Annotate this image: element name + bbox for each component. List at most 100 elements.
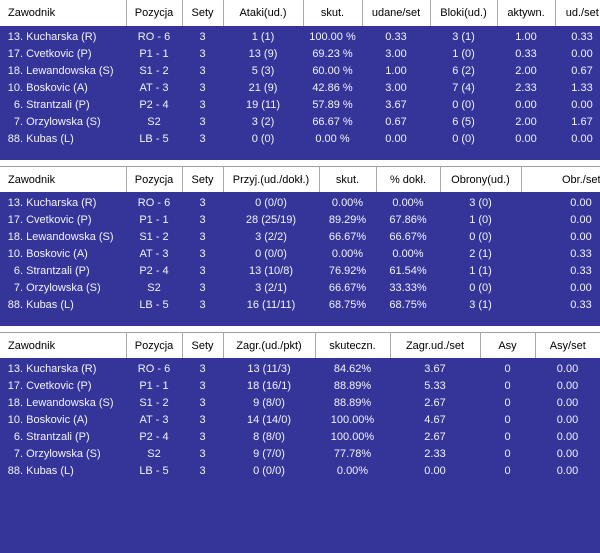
stat-cell: 2.33 <box>424 448 446 460</box>
header-row: Zawodnik Pozycja Sety Przyj.(ud./dokł.) skut… <box>0 166 600 192</box>
stat-cell: 5.33 <box>424 380 446 392</box>
stat-cell: 3 <box>199 363 206 375</box>
stat-cell: 13 (9) <box>248 48 278 60</box>
stat-cell: 1 (0) <box>469 214 492 226</box>
stat-cell: 0.00 <box>515 133 537 145</box>
stat-cell: 5 (3) <box>251 65 275 77</box>
stat-cell: S1 - 2 <box>139 65 169 77</box>
stat-cell: 13 (10/8) <box>248 265 294 277</box>
stat-cell: 0 <box>504 414 511 426</box>
stat-cell: 0 <box>504 431 511 443</box>
attack-block-section: Zawodnik Pozycja Sety Ataki(ud.) skut. udane/… <box>0 0 600 160</box>
stat-cell: 57.89 % <box>312 99 353 111</box>
player-number: 6 <box>13 265 20 277</box>
player-number: 18 <box>7 397 20 409</box>
reception-defense-section: Zawodnik Pozycja Sety Przyj.(ud./dokł.) skut… <box>0 166 600 326</box>
attack-block-header: Zawodnik Pozycja Sety Ataki(ud.) skut. udane/… <box>0 0 600 26</box>
player-name: 6. Strantzali (P) <box>0 429 126 446</box>
stat-cell: 0.00 <box>556 431 579 443</box>
player-row: 7. Orzylowska (S) S2 3 3 (2/1) 66.67% 33.33% 0… <box>0 280 600 297</box>
stat-cell: 0 (0/0) <box>255 197 287 209</box>
stat-cell: 3 <box>199 82 206 94</box>
player-number: 18 <box>7 65 20 77</box>
player-name: 88. Kubas (L) <box>0 463 126 480</box>
section-divider <box>0 160 600 166</box>
header-row: Zawodnik Pozycja Sety Zagr.(ud./pkt) skutecz… <box>0 332 600 358</box>
stat-cell: 2.00 <box>515 65 537 77</box>
stat-cell: 1.33 <box>571 82 593 94</box>
stat-cell: 0.00 <box>556 448 579 460</box>
stat-cell: 100.00% <box>330 414 375 426</box>
stat-cell: AT - 3 <box>139 82 169 94</box>
stat-cell: 1.00 <box>515 31 537 43</box>
stat-cell: 14 (14/0) <box>246 414 292 426</box>
stat-cell: 66.67% <box>328 282 367 294</box>
column-header-skut: skut. <box>318 166 376 192</box>
player-number: 13 <box>7 31 20 43</box>
stat-cell: 66.67% <box>389 231 427 243</box>
player-name: 13. Kucharska (R) <box>0 29 126 46</box>
player-row: 13. Kucharska (R) RO - 6 3 1 (1) 100.00 % 0.3… <box>0 29 600 46</box>
stat-cell: 3 <box>199 231 206 243</box>
section-divider <box>0 326 600 332</box>
stat-cell: 1 (0) <box>452 48 475 60</box>
stat-cell: 19 (11) <box>245 99 281 111</box>
player-number: 10 <box>7 248 20 260</box>
player-row: 6. Strantzali (P) P2 - 4 3 8 (8/0) 100.00% 2.… <box>0 429 600 446</box>
stat-cell: 3 (2) <box>251 116 275 128</box>
column-header-udane-set: udane/set <box>361 0 430 26</box>
player-name: 18. Lewandowska (S) <box>0 229 126 246</box>
stat-cell: 0.00 <box>571 48 593 60</box>
stat-cell: 0 <box>504 465 511 477</box>
player-name: 6. Strantzali (P) <box>0 263 126 280</box>
stat-cell: 1.67 <box>571 116 593 128</box>
stat-cell: P2 - 4 <box>139 431 169 443</box>
stat-cell: 84.62% <box>333 363 372 375</box>
stat-cell: 0.00 <box>571 99 593 111</box>
column-header-ud-set: ud./set <box>554 0 600 26</box>
stat-cell: 3 (1) <box>452 31 475 43</box>
stat-cell: 0 <box>504 448 511 460</box>
stat-cell: 68.75% <box>389 299 427 311</box>
stat-cell: 3 <box>199 133 206 145</box>
player-number: 17 <box>7 380 20 392</box>
stat-cell: P2 - 4 <box>139 265 169 277</box>
stat-cell: 0 <box>504 397 511 409</box>
player-name: 18. Lewandowska (S) <box>0 395 126 412</box>
stat-cell: 88.89% <box>333 397 372 409</box>
stat-cell: 3 <box>199 282 206 294</box>
stat-cell: 2.67 <box>424 397 446 409</box>
player-name: 7. Orzylowska (S) <box>0 280 126 297</box>
stat-cell: 7 (4) <box>452 82 475 94</box>
stat-cell: AT - 3 <box>139 248 169 260</box>
stat-cell: 0.00 <box>515 99 537 111</box>
stat-cell: 0 (0) <box>251 133 275 145</box>
stat-cell: 0.33 <box>571 31 593 43</box>
column-header-skuteczn: skuteczn. <box>314 332 390 358</box>
stat-cell: 100.00% <box>330 431 375 443</box>
column-header-sety: Sety <box>181 0 223 26</box>
stat-cell: 1.00 <box>385 65 407 77</box>
stat-cell: 0 <box>504 363 511 375</box>
column-header-sety: Sety <box>181 166 223 192</box>
column-header-zagr-ud-pkt: Zagr.(ud./pkt) <box>222 332 315 358</box>
serve-data: 13. Kucharska (R) RO - 6 3 13 (11/3) 84.62% 3… <box>0 358 600 553</box>
stat-cell: 0.00 <box>570 282 592 294</box>
stat-cell: 0.00 % <box>315 133 350 145</box>
player-row: 10. Boskovic (A) AT - 3 3 21 (9) 42.86 % 3.00… <box>0 80 600 97</box>
column-header-przyj-ud-dok: Przyj.(ud./dokł.) <box>222 166 319 192</box>
stat-cell: 3 <box>199 48 206 60</box>
stat-cell: 1 (1) <box>469 265 492 277</box>
stat-cell: AT - 3 <box>139 414 169 426</box>
stat-cell: 0.00% <box>392 248 424 260</box>
stat-cell: 3.00 <box>385 82 407 94</box>
column-header-pozycja: Pozycja <box>125 332 182 358</box>
stat-cell: 0 (0) <box>452 99 475 111</box>
stat-cell: 0.00 <box>570 231 592 243</box>
player-number: 88 <box>7 465 20 477</box>
player-number: 18 <box>7 231 20 243</box>
stat-cell: 2.00 <box>515 116 537 128</box>
stat-cell: 0.00 <box>556 465 579 477</box>
stat-cell: 61.54% <box>389 265 427 277</box>
